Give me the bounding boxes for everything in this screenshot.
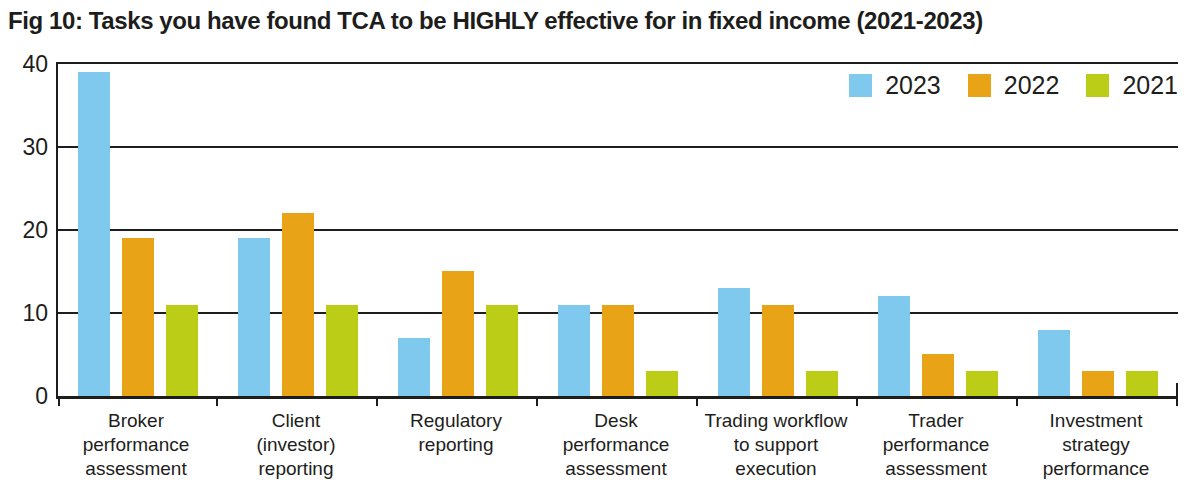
bar-2023	[558, 305, 590, 396]
bar-2021	[486, 305, 518, 396]
x-axis-tick	[536, 399, 538, 406]
bar-2023	[1038, 330, 1070, 396]
bar-group	[378, 64, 538, 396]
x-axis-tick	[376, 399, 378, 406]
x-category-label: Regulatory reporting	[376, 409, 536, 457]
bar-2022	[762, 305, 794, 396]
figure: Fig 10: Tasks you have found TCA to be H…	[0, 0, 1200, 498]
bar-2023	[718, 288, 750, 396]
bar-groups-container	[58, 64, 1178, 396]
legend-label: 2022	[1004, 73, 1060, 98]
bar-group	[698, 64, 858, 396]
bar-2021	[1126, 371, 1158, 396]
bar-2023	[878, 296, 910, 396]
bar-2021	[806, 371, 838, 396]
x-axis-tick	[856, 399, 858, 406]
x-category-label: Client (investor) reporting	[216, 409, 376, 481]
legend-item: 2021	[1086, 73, 1178, 98]
y-tick-label: 30	[0, 134, 48, 160]
bar-group	[1018, 64, 1178, 396]
bar-group	[218, 64, 378, 396]
x-category-label: Desk performance assessment	[536, 409, 696, 481]
bar-2022	[442, 271, 474, 396]
bar-2021	[966, 371, 998, 396]
legend-item: 2023	[849, 73, 941, 98]
x-axis-tick	[1016, 399, 1018, 406]
bar-2023	[398, 338, 430, 396]
x-axis-tick	[216, 399, 218, 406]
bar-2022	[922, 354, 954, 396]
x-category-label: Trading workflow to support execution	[696, 409, 856, 481]
bar-group	[858, 64, 1018, 396]
legend: 2023 2022 2021	[849, 73, 1178, 98]
legend-swatch-2022	[968, 74, 991, 97]
legend-swatch-2023	[849, 74, 872, 97]
legend-item: 2022	[968, 73, 1060, 98]
x-category-label: Broker performance assessment	[56, 409, 216, 481]
y-axis-labels: 010203040	[0, 64, 48, 396]
x-category-label: Trader performance assessment	[856, 409, 1016, 481]
x-axis-tick	[1176, 399, 1178, 406]
chart-title: Fig 10: Tasks you have found TCA to be H…	[8, 7, 983, 35]
bar-2021	[326, 305, 358, 396]
x-axis-tick	[696, 399, 698, 406]
bar-2021	[166, 305, 198, 396]
legend-swatch-2021	[1086, 74, 1109, 97]
bar-2022	[1082, 371, 1114, 396]
bar-2023	[78, 72, 110, 396]
y-tick-label: 0	[0, 383, 48, 409]
y-tick-label: 20	[0, 217, 48, 243]
x-axis-tick	[58, 399, 60, 406]
legend-label: 2023	[885, 73, 941, 98]
bar-2022	[282, 213, 314, 396]
bar-group	[538, 64, 698, 396]
x-axis-labels: Broker performance assessmentClient (inv…	[56, 409, 1176, 489]
bar-group	[58, 64, 218, 396]
x-category-label: Investment strategy performance	[1016, 409, 1176, 481]
axis-right-end-stub	[1176, 383, 1178, 396]
y-tick-label: 40	[0, 51, 48, 77]
bar-2021	[646, 371, 678, 396]
y-tick-label: 10	[0, 300, 48, 326]
bar-2022	[122, 238, 154, 396]
plot-area: 2023 2022 2021	[56, 62, 1178, 399]
bar-2022	[602, 305, 634, 396]
legend-label: 2021	[1122, 73, 1178, 98]
bar-2023	[238, 238, 270, 396]
